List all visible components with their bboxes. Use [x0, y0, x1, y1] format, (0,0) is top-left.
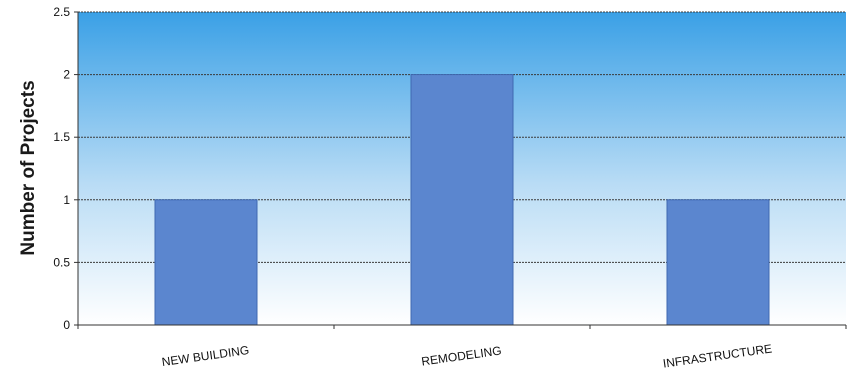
y-tick-label: 0.5	[53, 255, 70, 269]
bars	[154, 74, 770, 326]
category-label: INFRASTRUCTURE	[662, 341, 773, 370]
y-tick-label: 0	[63, 318, 70, 332]
x-category-labels: NEW BUILDING REMODELING INFRASTRUCTURE	[77, 325, 847, 371]
bar-infrastructure	[666, 199, 770, 326]
y-tick-label: 2.5	[53, 5, 70, 19]
axes	[77, 12, 846, 326]
y-tick-label: 1.5	[53, 130, 70, 144]
category-label: REMODELING	[421, 343, 503, 368]
y-tick-label: 2	[63, 68, 70, 82]
bar-new-building	[154, 199, 258, 326]
y-tick-labels: 0 0.5 1 1.5 2 2.5	[53, 5, 78, 332]
category-label: NEW BUILDING	[161, 343, 250, 369]
y-tick-label: 1	[63, 193, 70, 207]
y-axis-label: Number of Projects	[18, 80, 39, 255]
bar-remodeling	[410, 74, 514, 326]
